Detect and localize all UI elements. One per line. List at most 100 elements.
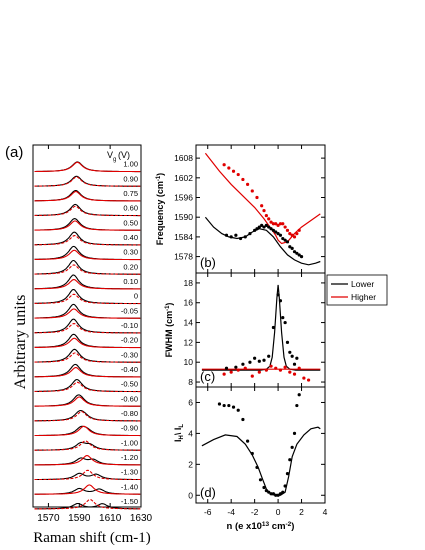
vg-value: -0.05 <box>121 306 138 315</box>
vg-value: -0.40 <box>121 365 138 374</box>
data-point <box>269 220 273 224</box>
panel-d-frame <box>195 386 326 504</box>
data-point <box>299 254 304 259</box>
y-tick-label: 12 <box>184 337 194 347</box>
data-point <box>262 358 266 362</box>
data-point <box>250 189 254 193</box>
data-point <box>222 372 226 376</box>
panel-c-marks <box>201 284 321 382</box>
data-point <box>295 403 299 408</box>
data-point <box>248 232 252 236</box>
spectrum-fit <box>34 367 141 378</box>
panel-d-ylabel: IH\ IL <box>173 424 185 442</box>
data-point <box>288 245 292 249</box>
data-point <box>274 493 278 497</box>
series-line-model <box>201 426 321 496</box>
data-point <box>290 233 294 237</box>
spectrum-fit <box>34 455 141 466</box>
data-point <box>274 222 278 226</box>
spectrum-lower <box>34 259 141 275</box>
x-tick-label: 1630 <box>130 513 153 524</box>
data-point <box>281 490 285 494</box>
data-point <box>278 368 283 372</box>
vg-value: 0.75 <box>123 189 138 198</box>
data-point <box>258 478 263 482</box>
data-point <box>283 365 287 369</box>
vg-value: 0.10 <box>123 277 138 286</box>
y-tick-label: 10 <box>184 357 194 367</box>
data-point <box>222 403 226 408</box>
data-point <box>224 366 229 370</box>
data-point <box>222 163 226 167</box>
series-line-lower <box>201 284 321 371</box>
data-point <box>276 293 280 297</box>
data-point <box>255 195 259 200</box>
data-point <box>283 320 287 325</box>
y-tick-label: 1584 <box>174 232 193 242</box>
data-point <box>234 233 238 237</box>
vg-value: -1.20 <box>121 453 138 462</box>
data-point <box>236 172 240 177</box>
y-tick-label: 1590 <box>174 212 193 222</box>
vg-value: -0.20 <box>121 336 138 345</box>
sup: 13 <box>262 521 270 528</box>
data-point <box>269 492 273 496</box>
spectrum-fit <box>34 220 141 231</box>
data-point <box>278 492 283 496</box>
spectrum-lower <box>34 231 141 246</box>
data-point <box>295 232 299 236</box>
spectrum-fit <box>34 425 141 437</box>
data-point <box>231 405 236 409</box>
vg-value: 0.90 <box>123 174 138 183</box>
data-point <box>290 445 294 449</box>
y-tick-label: 14 <box>184 318 194 328</box>
legend: Lower Higher <box>326 274 388 306</box>
data-point <box>234 365 238 369</box>
vg-value: 0.20 <box>123 262 138 271</box>
data-point <box>241 177 245 182</box>
data-point <box>229 370 233 374</box>
data-point <box>255 465 259 470</box>
data-point <box>250 451 254 456</box>
spectrum-fit <box>34 337 141 349</box>
data-point <box>267 217 271 221</box>
sup: -1 <box>156 175 162 181</box>
spectrum-lower <box>34 203 141 217</box>
vg-value: 0.60 <box>123 204 138 213</box>
spectrum-lower <box>34 410 141 422</box>
x-tick-label: 1570 <box>37 513 60 524</box>
data-point <box>236 368 240 372</box>
data-point <box>288 350 292 354</box>
data-point <box>285 340 290 344</box>
data-point <box>231 169 236 173</box>
data-point <box>292 431 297 435</box>
data-point <box>297 228 301 232</box>
y-tick-label: 1602 <box>174 173 193 183</box>
panel-c-tag: (c) <box>200 369 215 384</box>
vg-label: V <box>107 150 113 160</box>
spectrum-lower <box>34 441 141 451</box>
legend-box <box>326 274 388 306</box>
vg-value: 0.30 <box>123 248 138 257</box>
x-tick-label: 1610 <box>99 513 122 524</box>
panel-d-tag: (d) <box>200 485 216 500</box>
data-point <box>271 222 275 226</box>
data-point <box>274 230 278 234</box>
data-point <box>248 360 252 364</box>
spectrum-fit <box>34 469 141 481</box>
spectrum-fit <box>34 191 141 202</box>
panel-a-ylabel: Arbitrary units <box>12 295 29 390</box>
x-tick-label: 0 <box>276 507 281 517</box>
spectrum-lower <box>34 502 141 510</box>
spectrum-fit <box>34 484 141 495</box>
panel-c-plot: 8 10 12 14 16 18 (c) FWHM (cm-1) Lower Higher <box>164 272 388 388</box>
panel-a-tag: (a) <box>5 144 23 161</box>
y-tick-label: 1596 <box>174 193 193 203</box>
data-point <box>295 251 299 255</box>
data-point <box>292 362 297 366</box>
data-point <box>271 228 275 232</box>
x-tick-label: -2 <box>251 507 259 517</box>
legend-label-lower: Lower <box>351 279 374 289</box>
data-point <box>281 316 285 320</box>
